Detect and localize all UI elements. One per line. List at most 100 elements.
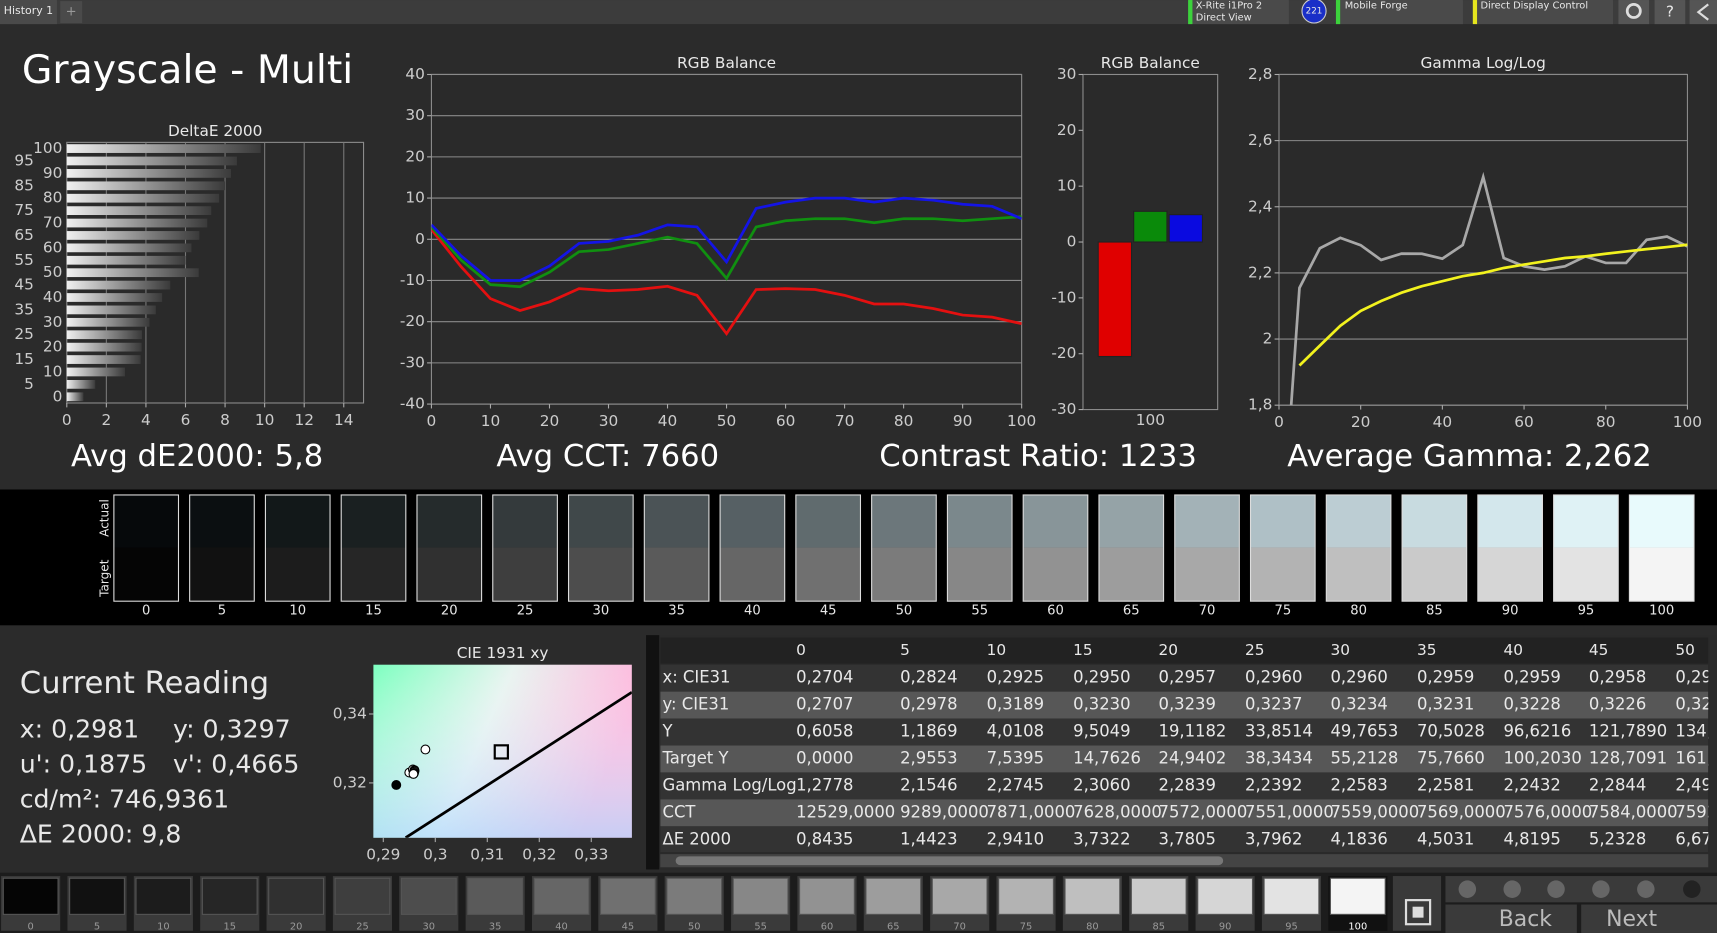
pattern-swatch[interactable] xyxy=(1329,877,1386,915)
scrollbar-thumb[interactable] xyxy=(675,856,1224,866)
bar xyxy=(1133,210,1168,243)
display-select[interactable] xyxy=(1477,0,1613,25)
pattern-swatch[interactable] xyxy=(599,877,656,915)
pattern-label[interactable]: 15 xyxy=(223,921,236,932)
next-label[interactable]: Next xyxy=(1606,907,1657,932)
pattern-label[interactable]: 50 xyxy=(688,921,701,932)
bar xyxy=(66,293,163,302)
back-label[interactable]: Back xyxy=(1499,907,1552,932)
badge[interactable] xyxy=(1301,0,1327,24)
pattern-swatch[interactable] xyxy=(1197,877,1254,915)
table-cell: 0,3230 xyxy=(1073,695,1130,714)
pattern-swatch[interactable] xyxy=(931,877,988,915)
y-tick-label: 25 xyxy=(14,325,34,343)
pattern-swatch[interactable] xyxy=(2,877,59,915)
collapse-icon[interactable] xyxy=(1696,3,1709,21)
row-header: Target Y xyxy=(661,748,729,767)
y-tick-label: 40 xyxy=(43,288,63,306)
next-button[interactable] xyxy=(1581,904,1717,933)
pattern-swatch[interactable] xyxy=(268,877,325,915)
pattern-swatch[interactable] xyxy=(69,877,125,915)
bar xyxy=(66,156,237,166)
pattern-swatch[interactable] xyxy=(400,877,457,915)
pattern-label[interactable]: 20 xyxy=(290,921,303,932)
reading-value: u': 0,1875 xyxy=(20,749,147,778)
play-button[interactable] xyxy=(1503,880,1521,898)
pattern-label[interactable]: 25 xyxy=(356,921,369,932)
pattern-name[interactable]: Mobile Forge xyxy=(1345,0,1408,11)
pattern-swatch[interactable] xyxy=(1130,877,1187,915)
swatch-target xyxy=(1553,547,1619,602)
back-button[interactable] xyxy=(1445,904,1577,933)
play-controls[interactable] xyxy=(1392,876,1442,931)
pattern-label[interactable]: 35 xyxy=(489,921,502,932)
table-cell: 2,49 xyxy=(1675,775,1712,794)
tab-label[interactable]: History 1 xyxy=(4,4,53,17)
pattern-label[interactable]: 60 xyxy=(821,921,834,932)
pattern-label[interactable]: 10 xyxy=(157,921,170,932)
pattern-label[interactable]: 75 xyxy=(1020,921,1033,932)
pattern-swatch[interactable] xyxy=(666,877,723,915)
pattern-label[interactable]: 30 xyxy=(423,921,436,932)
x-tick-label: 12 xyxy=(294,411,314,429)
gear-icon[interactable] xyxy=(1625,3,1642,19)
help-button[interactable] xyxy=(1654,0,1686,25)
y-tick-label: 0,32 xyxy=(333,773,367,791)
swatch-target xyxy=(1250,547,1316,602)
help-icon[interactable]: ? xyxy=(1666,3,1674,21)
meter-name[interactable]: X-Rite i1Pro 2 xyxy=(1196,0,1262,11)
loop-button[interactable] xyxy=(1592,880,1610,898)
collapse-button[interactable] xyxy=(1689,0,1717,25)
pattern-label[interactable]: 80 xyxy=(1086,921,1099,932)
meter-select[interactable] xyxy=(1192,0,1289,25)
stop-button[interactable] xyxy=(1404,899,1432,926)
pattern-label[interactable]: 85 xyxy=(1152,921,1165,932)
pattern-swatch[interactable] xyxy=(201,877,258,915)
x-tick-label: 0 xyxy=(427,412,437,430)
bar xyxy=(66,231,200,240)
pattern-swatch[interactable] xyxy=(732,877,789,915)
pattern-swatch[interactable] xyxy=(865,877,922,915)
pattern-label[interactable]: 0 xyxy=(28,921,34,932)
y-tick-label: 5 xyxy=(24,375,34,393)
pattern-label[interactable]: 65 xyxy=(887,921,900,932)
record-button[interactable] xyxy=(1458,880,1477,898)
pattern-swatch[interactable] xyxy=(135,877,192,915)
display-name[interactable]: Direct Display Control xyxy=(1480,0,1588,11)
x-tick-label: 60 xyxy=(1514,413,1534,431)
pattern-swatch[interactable] xyxy=(533,877,590,915)
pattern-swatch[interactable] xyxy=(998,877,1054,915)
meter-mode[interactable]: Direct View xyxy=(1196,13,1252,24)
pattern-swatch[interactable] xyxy=(1064,877,1121,915)
swatch-frame xyxy=(1022,494,1089,602)
pattern-label[interactable]: 90 xyxy=(1219,921,1232,932)
pattern-label[interactable]: 5 xyxy=(94,921,100,932)
add-tab-icon[interactable]: + xyxy=(66,5,77,20)
pattern-label[interactable]: 45 xyxy=(622,921,635,932)
pattern-label[interactable]: 100 xyxy=(1348,921,1367,932)
y-tick-label: 95 xyxy=(14,151,34,169)
pattern-label[interactable]: 55 xyxy=(754,921,767,932)
badge-label[interactable]: 221 xyxy=(1306,6,1323,16)
pattern-select[interactable] xyxy=(1340,0,1463,25)
swatch-label: 50 xyxy=(896,604,913,619)
pattern-label[interactable]: 70 xyxy=(953,921,966,932)
column-header: 0 xyxy=(796,641,806,659)
tab[interactable] xyxy=(0,0,57,25)
add-tab-button[interactable] xyxy=(60,1,83,24)
table-cell: 7551,0000 xyxy=(1245,802,1334,821)
pattern-label[interactable]: 40 xyxy=(555,921,568,932)
table-cell: 2,9553 xyxy=(900,748,957,767)
pattern-swatch[interactable] xyxy=(334,877,391,915)
table-cell: 49,7653 xyxy=(1330,722,1398,741)
table-cell: 7584,0000 xyxy=(1589,802,1678,821)
swatch-target xyxy=(1326,547,1391,602)
pattern-swatch[interactable] xyxy=(1263,877,1320,915)
data-table: 0 5 10 15 20 25 30 35 40 45 50 x: CIE31 0,2704 0,2824… xyxy=(660,637,1712,852)
table-cell: 0,2960 xyxy=(1245,668,1302,687)
pattern-swatch[interactable] xyxy=(799,877,855,915)
pattern-swatch[interactable] xyxy=(467,877,524,915)
pattern-label[interactable]: 95 xyxy=(1285,921,1298,932)
measure-button[interactable] xyxy=(1547,880,1565,898)
refresh-button[interactable] xyxy=(1637,880,1655,898)
